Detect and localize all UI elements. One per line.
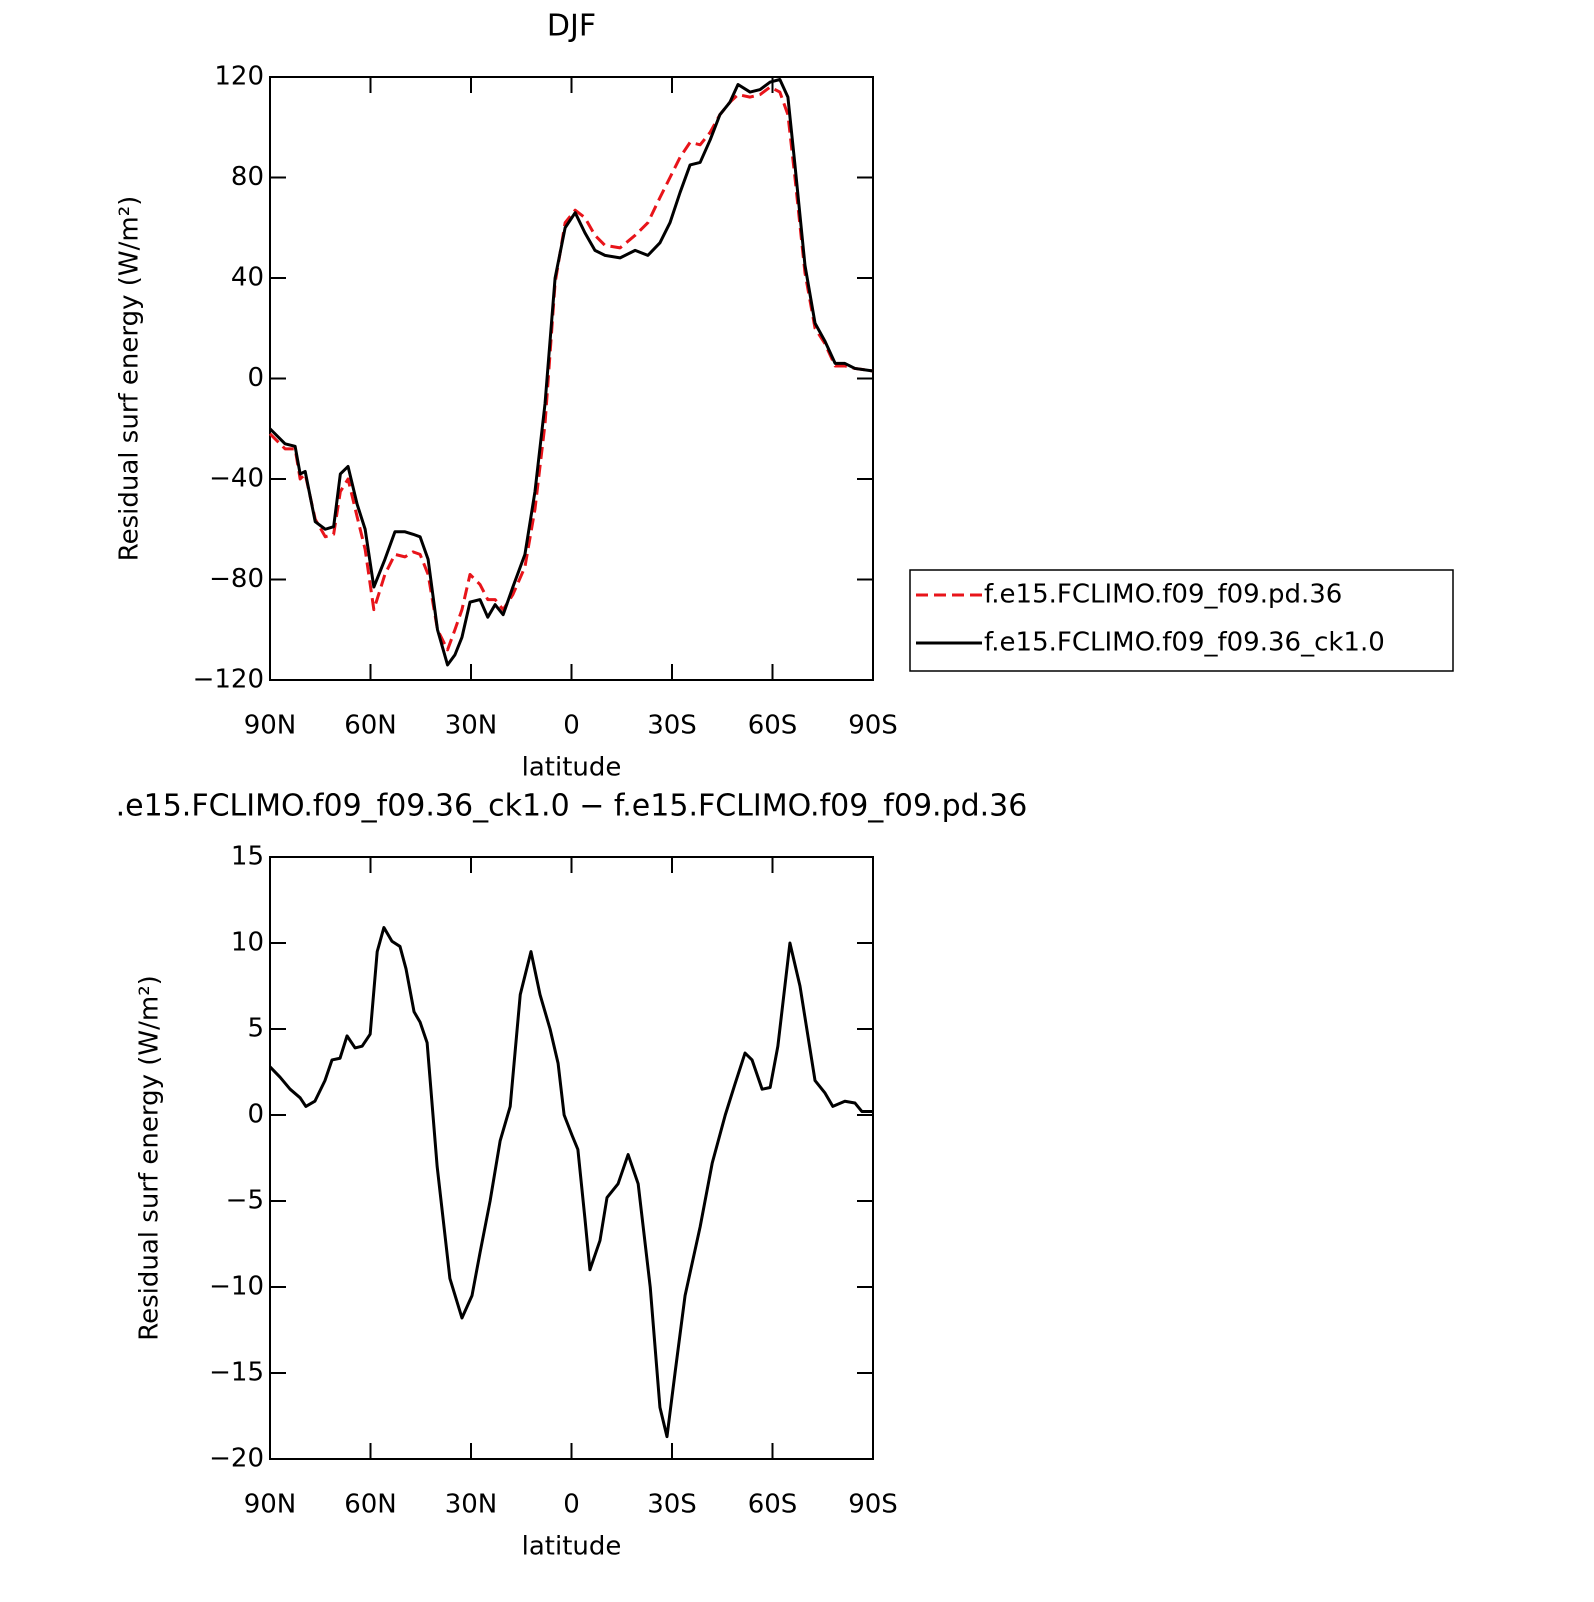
x-axis-label: latitude — [522, 1532, 622, 1562]
x-tick-label: 60S — [748, 1490, 798, 1520]
y-tick-label: 80 — [231, 162, 264, 192]
x-tick-label: 90S — [848, 711, 898, 741]
y-tick-label: 0 — [247, 363, 264, 393]
y-tick-label: −120 — [193, 665, 264, 695]
y-axis-label: Residual surf energy (W/m²) — [135, 975, 165, 1341]
x-tick-label: 90S — [848, 1490, 898, 1520]
chart-title: DJF — [547, 9, 596, 44]
y-tick-label: −40 — [209, 464, 264, 494]
x-axis-label: latitude — [522, 753, 622, 783]
y-tick-label: −20 — [209, 1444, 264, 1474]
x-tick-label: 30N — [445, 1490, 498, 1520]
plot: DJF −120 −80 −40 0 40 80 120 90N 60N 30N 0 30S 60S 90S… — [115, 9, 1454, 783]
series-line — [268, 78, 874, 667]
x-tick-label: 0 — [563, 711, 580, 741]
chart-title: .e15.FCLIMO.f09_f09.36_ck1.0 − f.e15.FCL… — [116, 789, 1028, 824]
plot: .e15.FCLIMO.f09_f09.36_ck1.0 − f.e15.FCL… — [116, 789, 1028, 1562]
legend-label: f.e15.FCLIMO.f09_f09.36_ck1.0 — [984, 628, 1385, 658]
x-tick-label: 60N — [344, 1490, 397, 1520]
y-tick-label: 15 — [231, 842, 264, 872]
legend-label: f.e15.FCLIMO.f09_f09.pd.36 — [984, 580, 1342, 610]
y-tick-label: 0 — [247, 1100, 264, 1130]
x-tick-label: 30S — [647, 1490, 697, 1520]
x-tick-label: 30S — [647, 711, 697, 741]
plot-frame — [269, 856, 874, 1460]
x-tick-label: 60S — [748, 711, 798, 741]
y-tick-label: −10 — [209, 1272, 264, 1302]
y-axis-label: Residual surf energy (W/m²) — [115, 196, 145, 562]
y-tick-label: 120 — [214, 62, 264, 92]
y-tick-label: 5 — [247, 1014, 264, 1044]
x-tick-label: 90N — [244, 711, 297, 741]
x-tick-label: 60N — [344, 711, 397, 741]
x-tick-label: 90N — [244, 1490, 297, 1520]
y-tick-label: 10 — [231, 928, 264, 958]
y-tick-label: −15 — [209, 1358, 264, 1388]
y-tick-label: 40 — [231, 263, 264, 293]
y-tick-label: −80 — [209, 564, 264, 594]
legend-box — [909, 569, 1454, 672]
x-tick-label: 30N — [445, 711, 498, 741]
x-tick-label: 0 — [563, 1490, 580, 1520]
y-tick-label: −5 — [226, 1186, 264, 1216]
plot-frame — [269, 76, 874, 681]
series-line — [268, 85, 874, 652]
series-line — [268, 926, 873, 1439]
